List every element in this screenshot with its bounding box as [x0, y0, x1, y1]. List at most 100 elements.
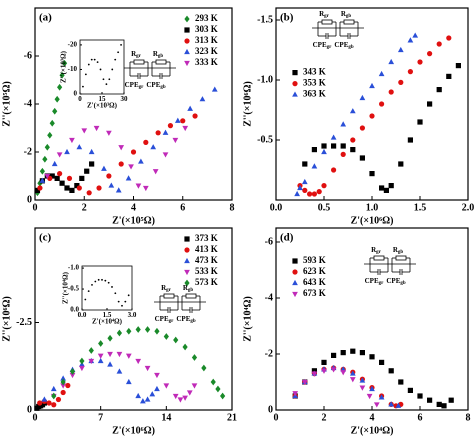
marker-triangle-up: [311, 163, 318, 169]
legend-label: 643 K: [303, 277, 326, 287]
marker-triangle-up: [144, 396, 151, 402]
marker-triangle-up: [184, 257, 190, 264]
marker-triangle-up: [412, 32, 419, 38]
marker-triangle-up: [50, 385, 57, 392]
marker-square: [311, 147, 317, 153]
marker-square: [436, 87, 442, 93]
marker-circle: [388, 89, 394, 95]
marker-triangle-up: [378, 70, 385, 77]
marker-dot: [84, 73, 87, 76]
marker-triangle-down: [152, 169, 159, 175]
marker-triangle-down: [163, 383, 170, 389]
marker-circle: [96, 185, 102, 191]
y-tick-label: -1.0: [257, 74, 273, 85]
marker-triangle-down: [107, 351, 113, 358]
marker-triangle-up: [294, 190, 300, 197]
marker-diamond: [39, 167, 45, 175]
marker-triangle-up: [369, 385, 375, 392]
circuit-label: Rgb: [153, 50, 164, 60]
x-tick-label: 6: [180, 202, 185, 213]
circuit-label: Rgr: [131, 50, 142, 60]
marker-triangle-up: [330, 134, 337, 140]
marker-dot: [87, 63, 90, 66]
marker-square: [388, 183, 394, 189]
circuit-label: CPEgb: [334, 41, 354, 51]
marker-circle: [37, 185, 43, 191]
label-main: CPE: [155, 315, 169, 323]
marker-diamond: [201, 364, 207, 372]
marker-triangle-down: [118, 145, 125, 151]
marker-diamond: [51, 392, 57, 400]
marker-triangle-up: [138, 158, 144, 164]
legend-label: 533 K: [195, 266, 218, 276]
marker-triangle-down: [88, 358, 95, 365]
panel-label: (c): [39, 232, 52, 244]
marker-square: [321, 143, 327, 149]
marker-diamond: [107, 334, 113, 342]
y-tick-label: -0.5: [68, 285, 80, 293]
x-tick-label: 4: [370, 412, 375, 423]
marker-triangle-up: [297, 184, 303, 191]
marker-diamond: [59, 71, 65, 79]
marker-triangle-down: [373, 402, 380, 408]
legend-label: 293 K: [195, 13, 218, 23]
marker-triangle-up: [174, 117, 181, 123]
legend-label: 623 K: [303, 266, 326, 276]
x-tick-label: 8: [466, 412, 471, 423]
marker-dot: [111, 68, 114, 71]
marker-square: [340, 350, 346, 356]
marker-circle: [57, 171, 63, 177]
marker-triangle-up: [135, 392, 142, 399]
label-main: CPE: [176, 315, 190, 323]
marker-square: [59, 180, 65, 186]
circuit-label: CPEgr: [365, 277, 385, 287]
marker-triangle-down: [359, 385, 366, 391]
circuit-label: CPEgr: [155, 315, 175, 325]
label-sub: gb: [398, 250, 404, 255]
marker-square: [441, 403, 447, 409]
marker-triangle-down: [162, 152, 169, 158]
x-axis-label: Z'(×10⁵Ω): [112, 215, 155, 226]
label-main: R: [131, 50, 137, 58]
marker-circle: [47, 175, 53, 181]
label-sub: gr: [379, 281, 385, 286]
marker-dot: [90, 58, 93, 61]
marker-triangle-up: [154, 385, 160, 392]
label-sub: gr: [169, 319, 175, 324]
marker-triangle-up: [149, 391, 156, 397]
marker-circle: [359, 125, 365, 131]
marker-dot: [108, 78, 111, 81]
label-sub: gb: [400, 281, 406, 286]
y-tick-label: -6: [265, 236, 273, 247]
resistor: [163, 293, 175, 299]
marker-dot: [96, 61, 99, 63]
marker-triangle-up: [51, 160, 58, 167]
marker-diamond: [116, 329, 123, 337]
marker-dot: [97, 278, 100, 281]
marker-triangle-up: [60, 375, 67, 381]
marker-circle: [446, 35, 452, 41]
marker-dot: [82, 85, 84, 88]
label-sub: gb: [190, 319, 196, 324]
resistor: [133, 59, 145, 65]
x-tick-label: 0: [33, 412, 38, 423]
marker-square: [427, 397, 433, 403]
marker-triangle-up: [359, 94, 366, 101]
x-axis-label: Z'(×10³Ω): [87, 102, 118, 110]
marker-circle: [37, 400, 43, 406]
marker-square: [292, 258, 298, 264]
marker-circle: [292, 269, 298, 275]
marker-triangle-down: [44, 173, 51, 180]
marker-triangle-up: [395, 402, 402, 408]
label-main: R: [183, 284, 189, 292]
x-tick-label: 0: [78, 95, 82, 103]
marker-circle: [417, 59, 423, 65]
marker-circle: [321, 183, 327, 189]
marker-square: [398, 379, 404, 385]
marker-diamond: [57, 83, 63, 91]
x-axis-label: Z'(×10⁴Ω): [92, 318, 123, 326]
x-tick-label: 7: [98, 412, 103, 423]
marker-circle: [184, 38, 190, 44]
marker-triangle-up: [369, 82, 375, 89]
marker-circle: [398, 79, 404, 85]
